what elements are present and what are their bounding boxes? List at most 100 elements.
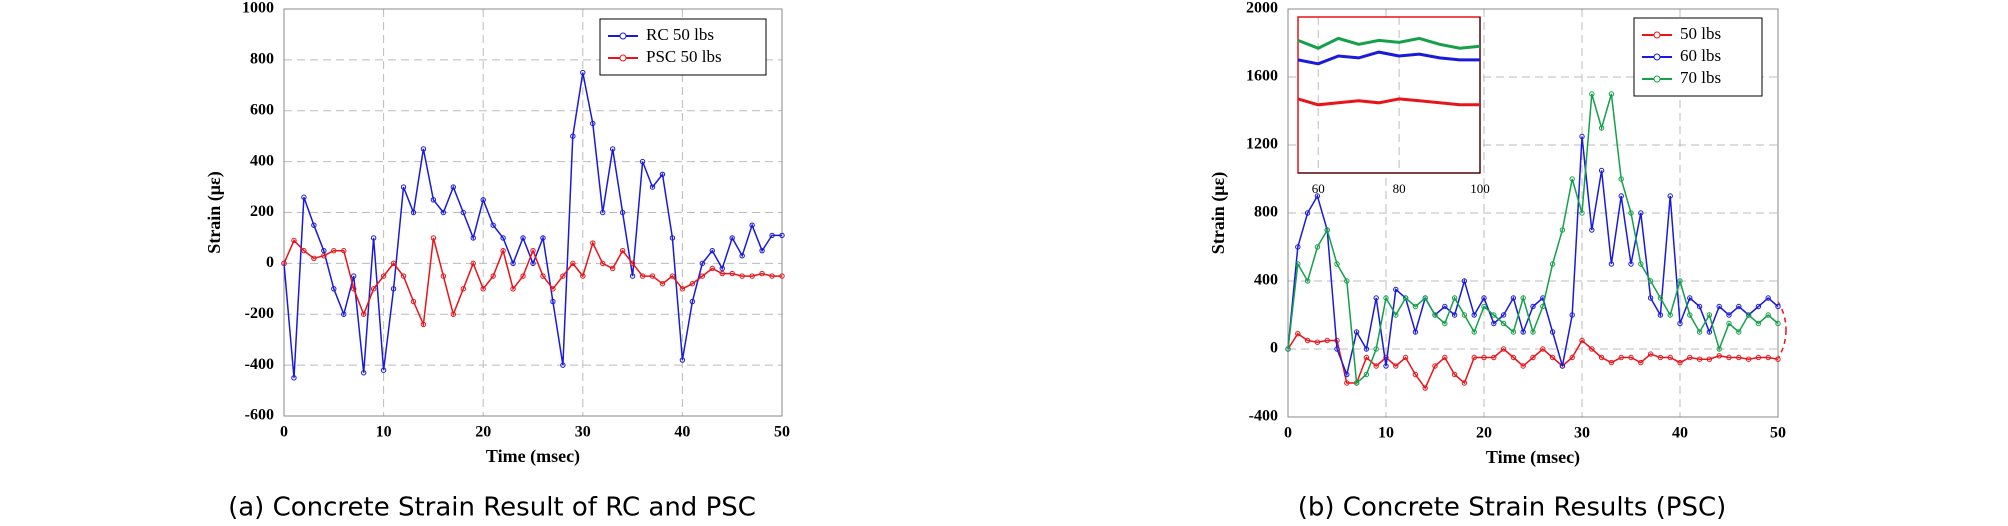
- data-point: [659, 171, 666, 178]
- data-point: [1500, 320, 1507, 327]
- data-point: [580, 273, 586, 279]
- data-point: [1647, 295, 1654, 301]
- data-point: [440, 209, 447, 216]
- data-point: [1412, 329, 1419, 335]
- data-point: [1628, 210, 1634, 216]
- plot-border: [283, 8, 783, 417]
- x-tick-label: 10: [376, 424, 392, 441]
- data-point: [1500, 346, 1507, 352]
- data-point: [1402, 295, 1409, 301]
- data-point: [520, 273, 526, 279]
- data-point: [1608, 91, 1615, 97]
- data-point: [400, 184, 407, 190]
- data-point: [1657, 295, 1664, 301]
- data-point: [1373, 363, 1379, 369]
- data-point: [1677, 359, 1683, 366]
- data-point: [1510, 295, 1517, 301]
- y-tick-label: 800: [1254, 204, 1278, 221]
- data-point: [480, 286, 486, 292]
- data-point: [301, 247, 307, 254]
- data-point: [1481, 354, 1487, 361]
- data-point: [1677, 278, 1683, 284]
- data-point: [560, 273, 566, 279]
- data-point: [1589, 91, 1595, 97]
- data-point: [1412, 371, 1419, 378]
- data-point: [739, 273, 745, 279]
- data-point: [390, 286, 397, 292]
- data-point: [1304, 210, 1311, 216]
- data-point: [709, 265, 715, 272]
- data-point: [500, 235, 506, 241]
- data-point: [759, 247, 765, 254]
- data-point: [510, 286, 516, 292]
- data-point: [1491, 354, 1497, 361]
- data-point: [490, 273, 496, 279]
- data-point: [380, 367, 387, 373]
- data-point: [1569, 176, 1575, 182]
- data-point: [1647, 278, 1654, 284]
- data-point: [1500, 312, 1507, 318]
- data-point: [1755, 303, 1762, 310]
- data-point: [1363, 354, 1370, 361]
- data-point: [1324, 227, 1330, 233]
- data-point: [1530, 303, 1536, 310]
- x-tick-label: 100: [1470, 181, 1490, 196]
- data-point: [1530, 354, 1536, 361]
- y-tick-label: 400: [1254, 272, 1278, 289]
- data-point: [1628, 261, 1634, 267]
- data-point: [1579, 210, 1585, 216]
- x-tick-label: 60: [1312, 181, 1325, 196]
- data-point: [520, 235, 526, 241]
- data-point: [1726, 312, 1732, 318]
- data-point: [460, 209, 466, 216]
- legend-marker: [619, 32, 627, 40]
- y-tick-label: 1600: [1246, 68, 1278, 85]
- data-point: [629, 260, 636, 267]
- data-point: [440, 273, 447, 279]
- data-point: [1520, 329, 1526, 335]
- data-point: [1314, 244, 1321, 250]
- data-point: [1432, 363, 1438, 369]
- data-point: [351, 273, 357, 279]
- data-point: [649, 184, 656, 190]
- data-point: [1657, 312, 1664, 318]
- data-point: [1402, 354, 1409, 361]
- x-tick-label: 50: [1770, 425, 1786, 442]
- data-point: [420, 146, 427, 152]
- x-tick-label: 0: [280, 424, 288, 441]
- data-point: [1569, 312, 1575, 318]
- data-point: [639, 158, 646, 165]
- data-point: [1373, 346, 1379, 352]
- data-point: [669, 235, 676, 241]
- legend-label: 70 lbs: [1680, 68, 1721, 87]
- data-point: [1667, 354, 1673, 361]
- data-point: [390, 260, 397, 267]
- data-point: [1324, 337, 1330, 344]
- data-point: [729, 235, 735, 241]
- data-point: [719, 270, 725, 277]
- data-point: [1540, 346, 1546, 352]
- x-tick-label: 10: [1378, 425, 1394, 442]
- data-point: [1628, 354, 1634, 361]
- data-point: [1618, 176, 1624, 182]
- data-point: [1363, 371, 1370, 378]
- data-point: [470, 235, 476, 241]
- data-point: [1667, 312, 1673, 318]
- data-point: [1569, 354, 1575, 361]
- y-tick-label: -600: [245, 407, 274, 424]
- caption: (b) Concrete Strain Results (PSC): [1298, 493, 1727, 523]
- data-point: [1736, 329, 1742, 335]
- data-point: [1491, 320, 1497, 327]
- legend-label: PSC 50 lbs: [646, 47, 722, 66]
- data-point: [321, 253, 327, 259]
- data-point: [1687, 312, 1693, 318]
- data-point: [1304, 337, 1311, 344]
- data-point: [1706, 312, 1713, 318]
- data-point: [291, 375, 297, 381]
- data-point: [570, 133, 576, 139]
- legend-label: 50 lbs: [1680, 24, 1721, 43]
- data-point: [1638, 261, 1644, 267]
- data-point: [1706, 329, 1713, 335]
- data-point: [550, 298, 556, 305]
